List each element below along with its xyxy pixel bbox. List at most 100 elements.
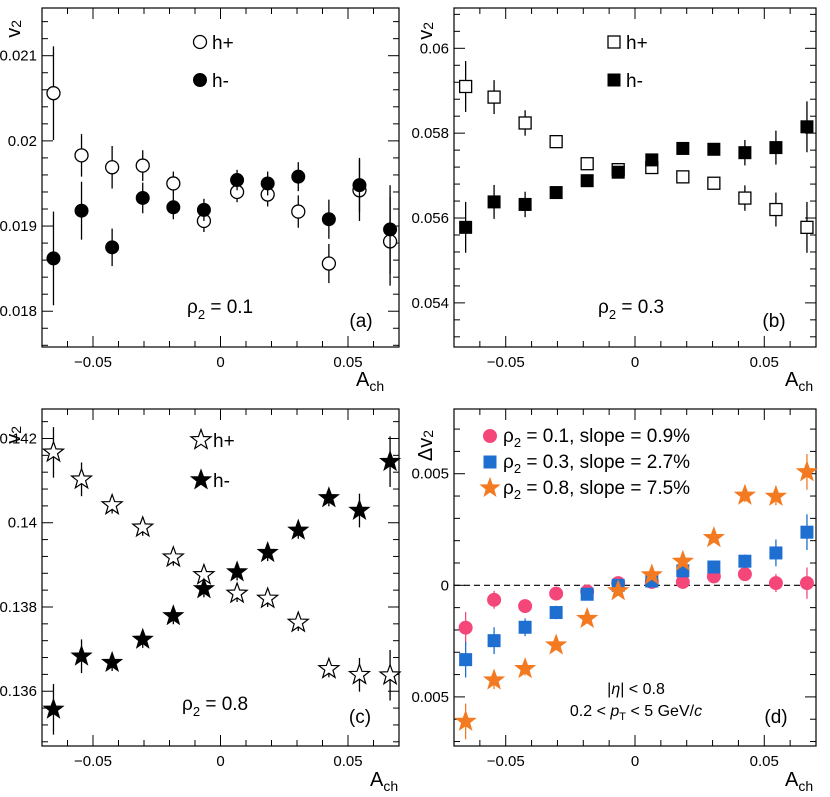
legend-label: ρ2 = 0.3, slope = 2.7% <box>503 452 690 476</box>
data-point <box>702 526 725 548</box>
data-point <box>105 240 120 255</box>
x-axis-title: Ach <box>370 769 398 794</box>
data-point <box>100 492 124 515</box>
x-tick-label: 0.05 <box>333 753 362 770</box>
data-point <box>161 545 185 568</box>
y-tick-label: 0.14 <box>8 515 37 532</box>
data-point <box>518 599 533 614</box>
data-point <box>287 518 310 540</box>
legend-label: h+ <box>213 431 235 452</box>
x-tick-label: 0 <box>216 354 224 371</box>
legend-marker <box>483 455 497 469</box>
x-tick-label: −0.05 <box>74 354 112 371</box>
data-point <box>545 633 568 655</box>
data-point <box>549 134 563 149</box>
data-point <box>321 212 336 227</box>
data-point <box>768 576 783 591</box>
data-point <box>580 174 594 188</box>
y-tick-label: 0.058 <box>411 125 449 142</box>
data-point <box>769 141 783 155</box>
legend-entry: h+ <box>607 33 648 54</box>
x-tick-label: 0 <box>631 753 639 770</box>
legend-marker <box>479 476 501 498</box>
data-point <box>676 141 690 155</box>
legend-entry: h+ <box>192 33 234 54</box>
data-point <box>70 644 93 666</box>
y-tick-label: 0.005 <box>411 689 449 706</box>
data-point <box>607 579 630 601</box>
legend-label: h- <box>212 71 229 92</box>
data-point <box>166 176 181 191</box>
data-point <box>104 160 120 175</box>
data-point <box>769 546 783 560</box>
data-point <box>738 146 752 160</box>
data-point <box>378 662 402 686</box>
data-point <box>291 204 306 219</box>
data-point <box>321 256 337 271</box>
data-point <box>764 484 788 506</box>
data-point <box>348 498 371 520</box>
panel-a: −0.05 0 0.05 0.018 0.019 0.02 0.021 v2 Ach (a) ρ2 … <box>0 7 400 394</box>
legend-marker <box>193 73 207 87</box>
legend-marker <box>189 468 213 490</box>
y-tick-label: 0.054 <box>411 295 449 312</box>
data-point <box>611 165 625 179</box>
data-point <box>800 525 814 539</box>
series-b-1 <box>459 101 814 253</box>
data-point <box>549 186 563 200</box>
rho-annotation: ρ2 = 0.3 <box>598 297 664 322</box>
y-axis-title: v2 <box>3 426 25 444</box>
data-point <box>260 176 275 191</box>
legend-entry: ρ2 = 0.3, slope = 2.7% <box>483 452 690 476</box>
data-point <box>487 195 501 209</box>
x-axis-title: Ach <box>785 369 813 394</box>
data-point <box>738 554 752 568</box>
y-tick-label: 0.019 <box>0 218 37 235</box>
data-point <box>707 560 721 574</box>
data-point <box>41 440 66 463</box>
data-point <box>317 486 340 508</box>
panel-tag: (c) <box>349 707 371 728</box>
data-point <box>707 142 721 156</box>
rho-annotation: ρ2 = 0.8 <box>182 694 248 719</box>
data-point <box>482 668 506 690</box>
data-point <box>580 587 594 601</box>
data-point <box>800 120 814 134</box>
y-axis-title: v2 <box>415 22 437 40</box>
y-tick-label: 0.138 <box>0 599 37 616</box>
data-point <box>256 586 280 609</box>
y-axis-title: Δv2 <box>415 430 437 461</box>
data-point <box>291 169 306 184</box>
x-axis-title: Ach <box>356 369 384 394</box>
y-tick-label: 0.056 <box>411 210 449 227</box>
legend-entry: h+ <box>189 427 235 452</box>
legend-label: ρ2 = 0.8, slope = 7.5% <box>503 478 690 502</box>
legend-marker <box>607 73 621 87</box>
y-tick-label: 0.142 <box>0 430 37 447</box>
data-point <box>675 574 690 589</box>
data-point <box>286 610 310 633</box>
data-point <box>645 153 659 167</box>
data-point <box>352 178 367 193</box>
data-point <box>487 592 502 607</box>
legend-marker <box>483 429 497 443</box>
data-point <box>459 220 473 234</box>
x-tick-label: 0 <box>216 753 224 770</box>
data-point <box>799 576 814 591</box>
data-point <box>459 653 473 667</box>
legend-entry: ρ2 = 0.8, slope = 7.5% <box>479 476 690 502</box>
data-point <box>74 203 89 218</box>
data-point <box>737 567 752 582</box>
y-tick-label: 0.018 <box>0 303 37 320</box>
x-axis-title: Ach <box>785 769 813 794</box>
data-point <box>454 709 477 731</box>
data-point <box>549 586 564 601</box>
data-point <box>192 577 216 599</box>
data-point <box>69 467 94 490</box>
legend-label: ρ2 = 0.1, slope = 0.9% <box>503 426 690 450</box>
data-point <box>738 191 752 205</box>
data-point <box>131 627 154 649</box>
x-tick-label: −0.05 <box>74 753 112 770</box>
